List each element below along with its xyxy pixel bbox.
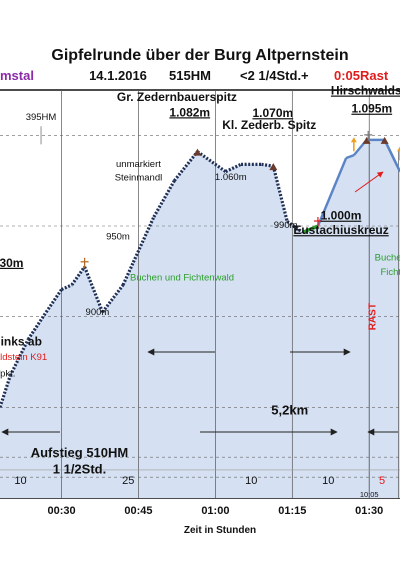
profile-segment (44, 288, 63, 314)
chart-title: Gipfelrunde über der Burg Altpernstein (51, 47, 348, 64)
profile-segment (131, 216, 156, 263)
annotation-label: 1.070m (252, 106, 293, 120)
profile-segment (316, 157, 348, 227)
annotation-label: Aufstieg 510HM (31, 445, 129, 460)
profile-segment (286, 220, 304, 234)
area-layer (0, 139, 400, 498)
annotation-label: Hirschwaldstein K91 (0, 352, 47, 363)
annotation-label: 850m links ab (0, 335, 42, 349)
x-tick-label: 01:15 (278, 505, 306, 517)
annotation-label: unmarkiert (116, 159, 161, 170)
subtitle-duration: <2 1/4Std.+ (240, 68, 309, 83)
annotation-label: Ficht (380, 267, 400, 278)
profile-segment (121, 261, 135, 286)
annotation-label: Hirschwaldstein (331, 84, 400, 98)
annotation-label: 1.000m (321, 209, 362, 223)
annotation-label: Gr. Zedernbauerspitz (117, 90, 237, 104)
annotation-label: Kl. Zederb. Spitz (222, 118, 316, 132)
subtitle-rest: 0:05Rast (334, 68, 389, 83)
grid-layer (0, 90, 400, 498)
profile-segment (383, 139, 400, 173)
subtitle-elevation-gain: 515HM (169, 68, 211, 83)
subtitle-region: mstal (0, 68, 34, 83)
up-arrow-icon (350, 137, 357, 143)
annotation-label: 990m (274, 220, 298, 231)
decoration-layer (1, 126, 400, 436)
annotation-label: Buchen und Fichtenwald (130, 272, 234, 283)
segment-minutes-label: 10 (245, 475, 257, 487)
profile-segment (173, 150, 199, 182)
annotation-label: Buchen (375, 252, 400, 263)
x-tick-label: 01:00 (201, 505, 229, 517)
annotation-label: 1.095m (351, 102, 392, 116)
profile-segment (8, 338, 30, 377)
profile-segment (271, 165, 289, 222)
summit-marker (269, 163, 278, 171)
profile-segment (26, 311, 48, 341)
summit-marker (380, 136, 389, 144)
rest-label: RAST (367, 303, 378, 330)
annotation-label: Steinmandl (115, 173, 163, 184)
annotation-label: 395HM (26, 112, 57, 123)
profile-area (0, 139, 400, 498)
profile-segment (261, 162, 274, 168)
time-marker-label: 10:05 (360, 490, 379, 499)
annotation-label: 900m (86, 307, 110, 318)
annotation-label: Tiefpkt. (0, 369, 15, 380)
annotation-label: 1.082m (169, 105, 210, 119)
annotation-label: 1.060m (215, 172, 247, 183)
x-tick-label: 00:45 (124, 505, 152, 517)
profile-segment (70, 265, 86, 286)
annotation-label: el ~930m (0, 256, 23, 270)
summit-marker (193, 148, 202, 156)
profile-segment (0, 375, 12, 408)
up-arrow-icon (397, 146, 400, 152)
profile-segment (345, 154, 355, 160)
x-tick-label: 01:30 (355, 505, 383, 517)
x-tick-label: 00:30 (47, 505, 75, 517)
profile-segment (224, 162, 242, 174)
pointer-arrow (354, 171, 384, 193)
profile-segment (301, 224, 319, 234)
annotation-label: 950m (106, 232, 130, 243)
segment-minutes-label: 25 (122, 475, 134, 487)
x-axis-label: Zeit in Stunden (184, 525, 256, 536)
annotation-label: 1 1/2Std. (53, 462, 106, 477)
annotation-label: 5,2km (271, 403, 308, 418)
summit-marker (362, 136, 371, 144)
segment-minutes-label: 5 (379, 475, 385, 487)
segment-minutes-label: 10 (322, 475, 334, 487)
segment-minutes-label: 10 (14, 475, 26, 487)
subtitle-date: 14.1.2016 (89, 68, 147, 83)
profile-segment (60, 283, 73, 291)
profile-segment (83, 266, 105, 313)
annotation-label: Eustachiuskreuz (293, 223, 388, 237)
